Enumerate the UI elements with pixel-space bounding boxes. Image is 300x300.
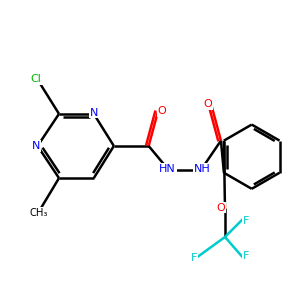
Text: F: F <box>243 251 250 261</box>
Text: HN: HN <box>159 164 176 174</box>
Text: O: O <box>217 202 225 213</box>
Text: F: F <box>191 254 197 263</box>
Text: NH: NH <box>194 164 211 174</box>
Text: N: N <box>32 141 41 151</box>
Text: CH₃: CH₃ <box>30 208 48 218</box>
Text: F: F <box>243 216 250 226</box>
Text: O: O <box>158 106 167 116</box>
Text: N: N <box>90 107 98 118</box>
Text: O: O <box>203 100 212 110</box>
Text: Cl: Cl <box>31 74 42 84</box>
